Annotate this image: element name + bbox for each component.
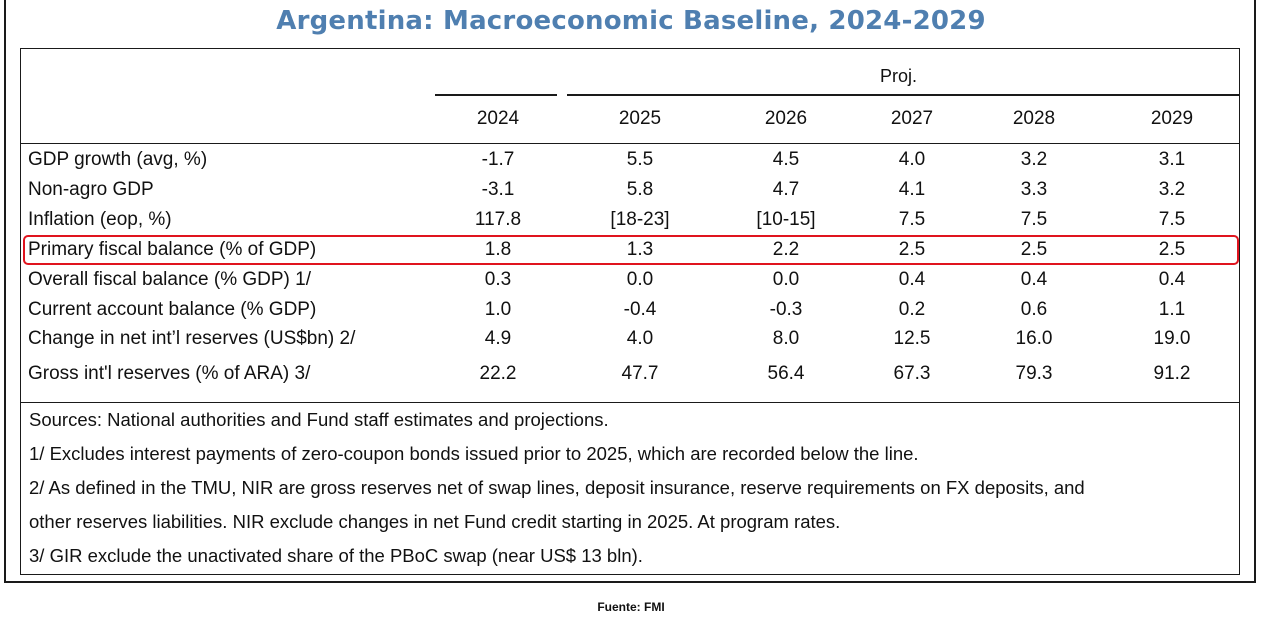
header-separator — [20, 143, 1240, 144]
table-cell: [10-15] — [756, 209, 816, 230]
footnote: 1/ Excludes interest payments of zero-co… — [29, 443, 919, 464]
row-label: Primary fiscal balance (% of GDP) — [28, 239, 317, 260]
table-cell: 0.6 — [1020, 299, 1048, 320]
footnote: Sources: National authorities and Fund s… — [29, 409, 609, 430]
table-cell: 1.8 — [484, 239, 512, 260]
table-cell: -0.4 — [623, 299, 657, 320]
year-header: 2026 — [764, 108, 808, 129]
table-cell: -3.1 — [481, 179, 515, 200]
row-label: Gross int'l reserves (% of ARA) 3/ — [28, 363, 311, 384]
table-cell: 3.3 — [1020, 179, 1048, 200]
table-cell: -1.7 — [481, 149, 515, 170]
footnote: 3/ GIR exclude the unactivated share of … — [29, 545, 643, 566]
table-cell: 0.2 — [898, 299, 926, 320]
table-row: Inflation (eop, %) 117.8 [18-23] [10-15] 7.5… — [20, 207, 1240, 237]
table-cell: 8.0 — [772, 328, 800, 349]
table-cell: 2.5 — [1158, 239, 1186, 260]
table-cell: 0.0 — [626, 269, 654, 290]
table-cell: 7.5 — [1020, 209, 1048, 230]
footnote: other reserves liabilities. NIR exclude … — [29, 511, 841, 532]
table-cell: 3.2 — [1020, 149, 1048, 170]
table-cell: 0.0 — [772, 269, 800, 290]
table-cell: 0.4 — [898, 269, 926, 290]
table-row: GDP growth (avg, %) -1.7 5.5 4.5 4.0 3.2 3.1 — [20, 147, 1240, 177]
table-cell: 7.5 — [1158, 209, 1186, 230]
highlight-box-primary-fiscal — [23, 235, 1239, 265]
table-cell: 16.0 — [1015, 328, 1053, 349]
table-cell: 3.1 — [1158, 149, 1186, 170]
table-cell: 3.2 — [1158, 179, 1186, 200]
table-cell: 5.8 — [626, 179, 654, 200]
table-cell: -0.3 — [769, 299, 803, 320]
year-header: 2028 — [1012, 108, 1056, 129]
table-cell: 5.5 — [626, 149, 654, 170]
source-caption: Fuente: FMI — [597, 600, 665, 614]
table-cell: 2.5 — [898, 239, 926, 260]
year-header: 2029 — [1150, 108, 1194, 129]
table-cell: 0.4 — [1158, 269, 1186, 290]
proj-label: Proj. — [880, 66, 918, 86]
table-cell: 2.5 — [1020, 239, 1048, 260]
table-cell: 4.5 — [772, 149, 800, 170]
table-cell: 117.8 — [474, 209, 522, 230]
row-label: Inflation (eop, %) — [28, 209, 172, 230]
table-cell: 2.2 — [772, 239, 800, 260]
row-label: Current account balance (% GDP) — [28, 299, 317, 320]
row-label: Change in net int’l reserves (US$bn) 2/ — [28, 328, 356, 349]
table-cell: 1.1 — [1158, 299, 1186, 320]
table-cell: 79.3 — [1015, 363, 1053, 384]
table-row: Primary fiscal balance (% of GDP) 1.8 1.3 2… — [20, 237, 1240, 267]
footnote: 2/ As defined in the TMU, NIR are gross … — [29, 477, 1085, 498]
table-cell: 0.4 — [1020, 269, 1048, 290]
row-label: Non-agro GDP — [28, 179, 154, 200]
header-rule-actual — [435, 94, 557, 96]
table-cell: 1.0 — [484, 299, 512, 320]
table-frame — [4, 0, 1256, 583]
table-row: Current account balance (% GDP) 1.0 -0.4 -0… — [20, 297, 1240, 327]
table-cell: 0.3 — [484, 269, 512, 290]
table-cell: 7.5 — [898, 209, 926, 230]
table-cell: 56.4 — [767, 363, 805, 384]
table-row: Gross int'l reserves (% of ARA) 3/22.2 47… — [20, 361, 1240, 391]
table-row: Non-agro GDP -3.1 5.8 4.7 4.1 3.3 3.2 — [20, 177, 1240, 207]
row-label: Overall fiscal balance (% GDP) 1/ — [28, 269, 311, 290]
year-header: 2027 — [890, 108, 934, 129]
year-header: 2025 — [618, 108, 662, 129]
table-cell: 1.3 — [626, 239, 654, 260]
table-cell: [18-23] — [610, 209, 670, 230]
header-rule-proj — [567, 94, 1240, 96]
table-cell: 67.3 — [893, 363, 931, 384]
table-title: Argentina: Macroeconomic Baseline, 2024-… — [276, 6, 986, 36]
table-cell: 4.0 — [898, 149, 926, 170]
table-cell: 4.9 — [484, 328, 512, 349]
year-header: 2024 — [476, 108, 520, 129]
table-cell: 4.7 — [772, 179, 800, 200]
table-cell: 4.1 — [898, 179, 926, 200]
table-cell: 47.7 — [621, 363, 659, 384]
row-label: GDP growth (avg, %) — [28, 149, 208, 170]
table-cell: 4.0 — [626, 328, 654, 349]
table-cell: 19.0 — [1153, 328, 1191, 349]
table-cell: 22.2 — [479, 363, 517, 384]
table-body-border — [20, 48, 1240, 575]
table-row: Overall fiscal balance (% GDP) 1/0.3 0.0 0… — [20, 267, 1240, 297]
table-row: Change in net int’l reserves (US$bn) 2/4… — [20, 326, 1240, 356]
table-cell: 91.2 — [1153, 363, 1191, 384]
table-cell: 12.5 — [893, 328, 931, 349]
notes-separator — [20, 402, 1240, 403]
